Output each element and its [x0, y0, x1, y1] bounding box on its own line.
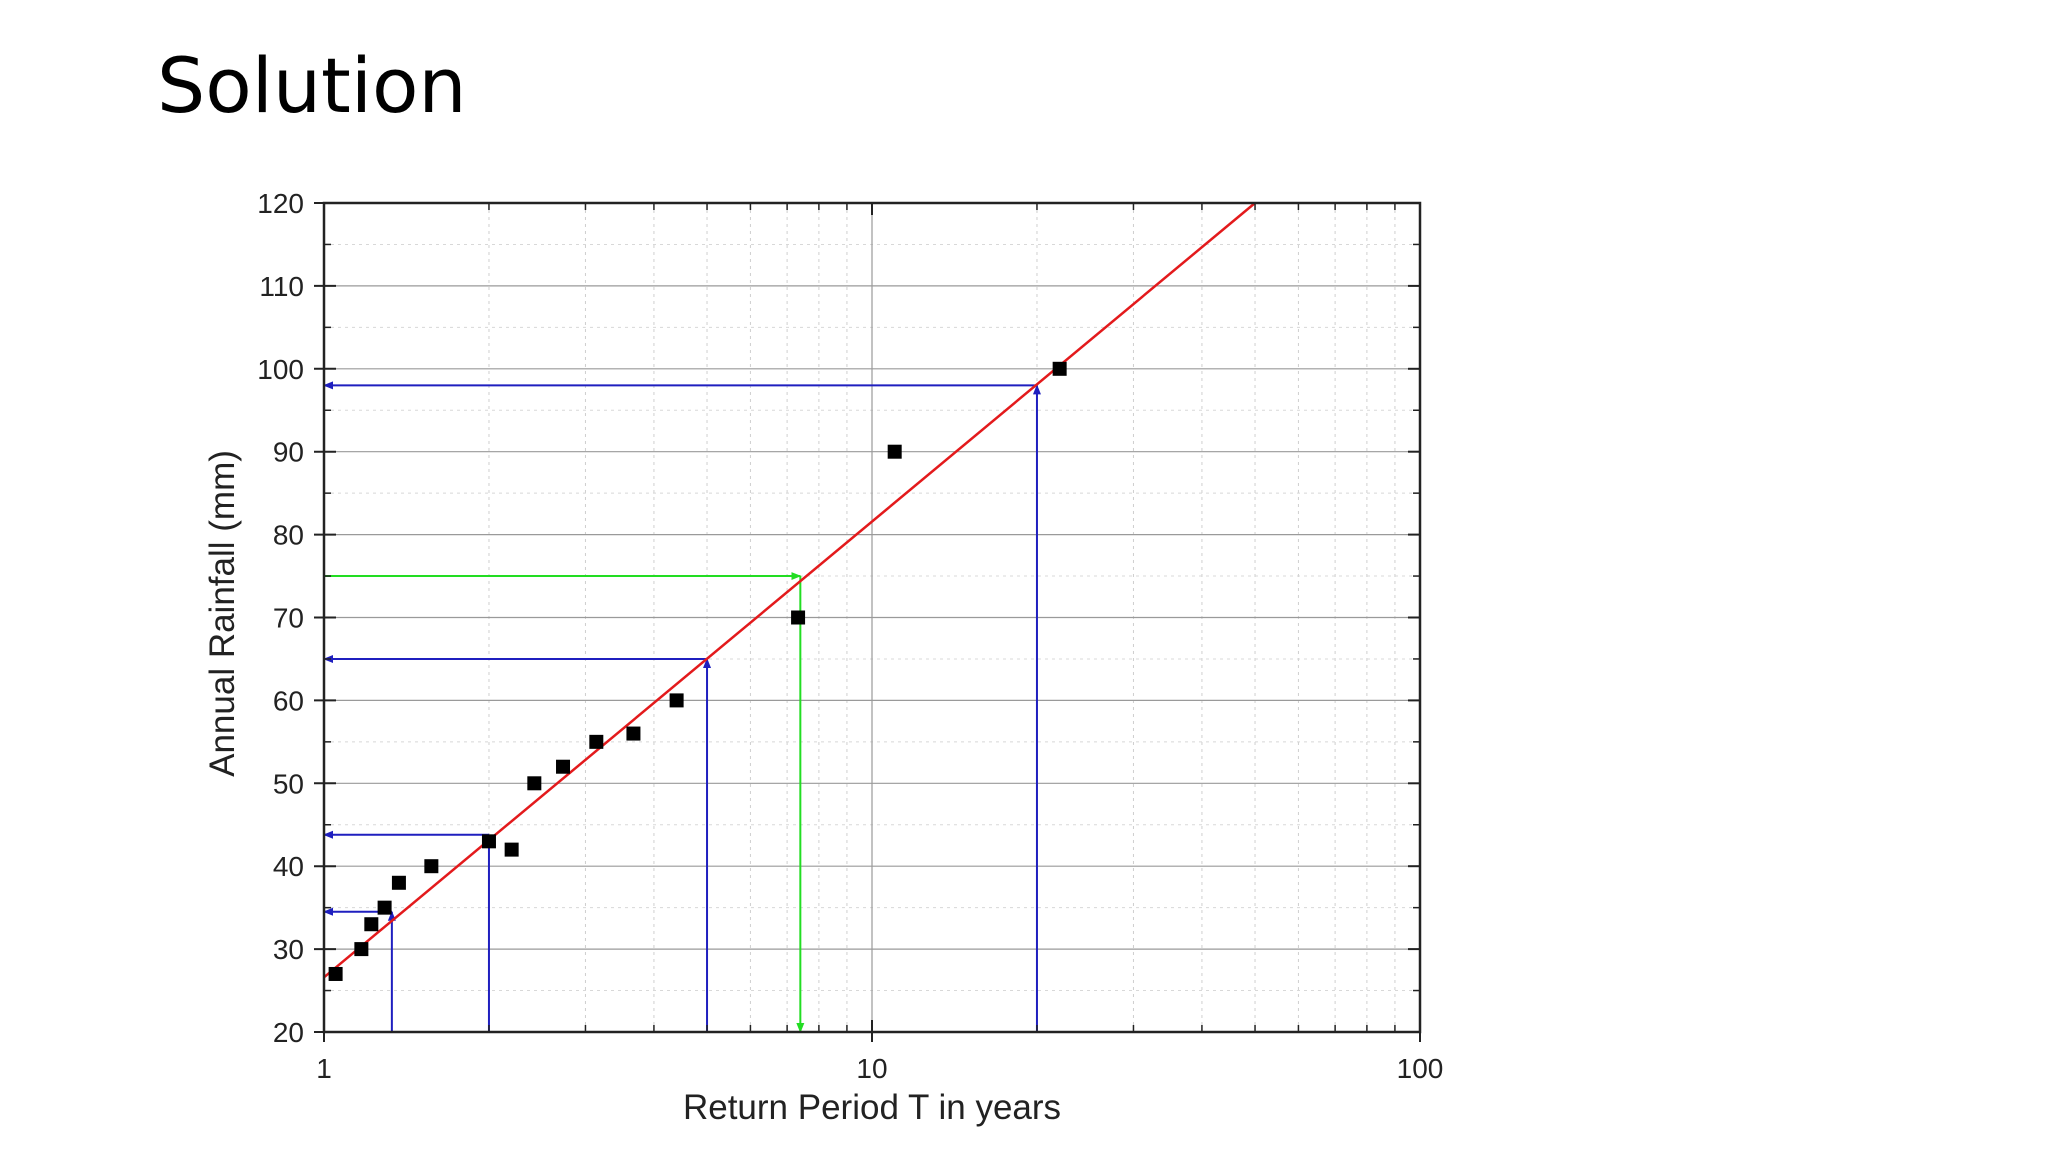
slide-title: Solution	[157, 41, 467, 130]
data-point	[589, 734, 604, 749]
data-point	[424, 859, 439, 874]
y-tick-label: 70	[273, 603, 304, 634]
data-point	[626, 726, 641, 741]
y-tick-label: 60	[273, 685, 304, 716]
y-tick-label: 80	[273, 520, 304, 551]
data-point	[481, 834, 496, 849]
data-point	[391, 875, 406, 890]
y-tick-labels: 20 30 40 50 60 70 80 90 100 110 120	[257, 188, 304, 1048]
fit-line-layer	[323, 202, 1256, 979]
data-point	[364, 917, 379, 932]
x-tick-label: 10	[856, 1053, 887, 1084]
x-tick-labels: 1 10 100	[316, 1053, 1443, 1084]
data-point	[887, 444, 902, 459]
annotation-arrows	[323, 381, 1041, 1033]
data-point	[504, 842, 519, 857]
y-tick-label: 100	[257, 354, 304, 385]
y-tick-label: 40	[273, 851, 304, 882]
y-tick-label: 50	[273, 768, 304, 799]
data-point	[328, 966, 343, 981]
y-tick-label: 110	[259, 271, 304, 302]
fit-line	[323, 202, 1256, 979]
y-tick-label: 90	[273, 437, 304, 468]
axes	[314, 201, 1422, 1042]
data-point	[669, 693, 684, 708]
data-points-layer	[328, 361, 1067, 981]
y-tick-label: 30	[273, 934, 304, 965]
y-tick-label: 20	[273, 1017, 304, 1048]
data-point	[354, 942, 369, 957]
data-point	[791, 610, 806, 625]
x-axis-title: Return Period T in years	[683, 1088, 1061, 1127]
data-point	[377, 900, 392, 915]
y-tick-label: 120	[257, 188, 304, 219]
plot-frame	[322, 201, 1422, 1034]
data-point	[527, 776, 542, 791]
data-point	[1052, 361, 1067, 376]
data-point	[556, 759, 571, 774]
x-tick-label: 1	[316, 1053, 332, 1084]
y-axis-title: Annual Rainfall (mm)	[203, 450, 242, 777]
x-tick-label: 100	[1397, 1053, 1444, 1084]
